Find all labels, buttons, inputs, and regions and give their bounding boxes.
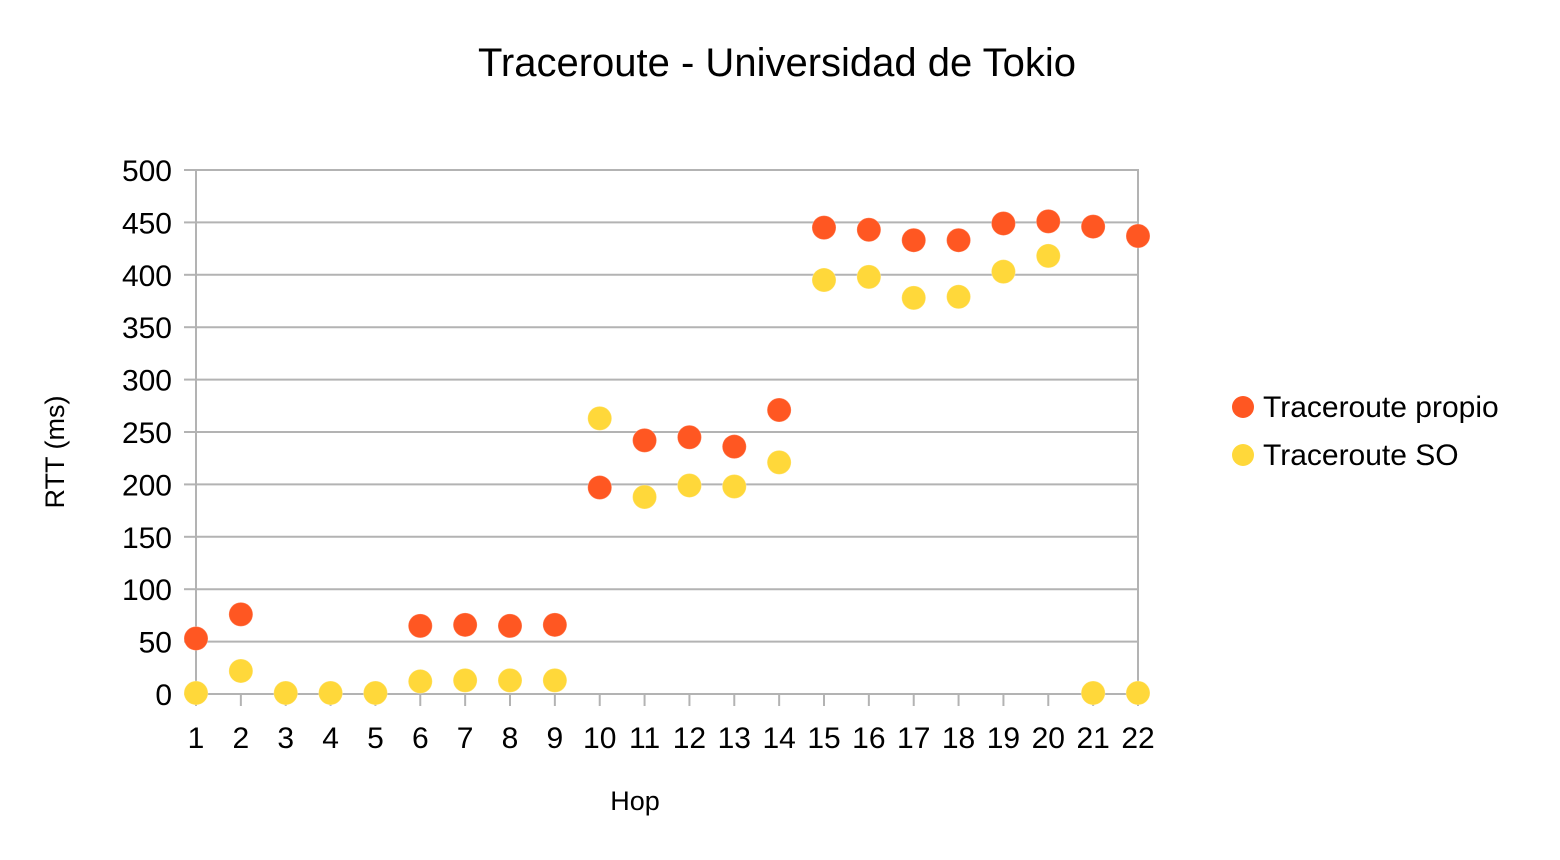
data-point [587, 475, 613, 501]
data-point [721, 473, 747, 499]
data-point [273, 680, 299, 706]
x-tick-label: 13 [718, 722, 751, 755]
data-point [183, 680, 209, 706]
x-tick-label: 2 [233, 722, 250, 755]
x-tick-label: 17 [897, 722, 930, 755]
y-tick-label: 50 [139, 627, 172, 660]
data-point [676, 472, 702, 498]
data-point [990, 210, 1016, 236]
legend-marker [1232, 444, 1254, 466]
y-tick-label: 350 [122, 312, 172, 345]
y-axis-label: RTT (ms) [40, 396, 70, 509]
data-point [856, 264, 882, 290]
y-tick-label: 100 [122, 574, 172, 607]
y-tick-label: 300 [122, 365, 172, 398]
x-tick-label: 3 [277, 722, 294, 755]
y-tick-label: 500 [122, 155, 172, 188]
data-point [542, 612, 568, 638]
legend-marker [1232, 396, 1254, 418]
data-point [1035, 208, 1061, 234]
data-point [183, 625, 209, 651]
data-point [1125, 680, 1151, 706]
data-point [811, 215, 837, 241]
series-traceroute-so [183, 243, 1151, 706]
data-point [452, 612, 478, 638]
data-point [497, 667, 523, 693]
data-point [946, 227, 972, 253]
data-point [497, 613, 523, 639]
y-axis-ticks: 0 50 100 150 200 250 300 350 400 450 500 [122, 155, 196, 712]
data-point [811, 267, 837, 293]
grid-lines [196, 169, 1138, 695]
data-point [721, 434, 747, 460]
data-point [901, 285, 927, 311]
x-tick-label: 10 [583, 722, 616, 755]
data-point [1125, 223, 1151, 249]
x-tick-label: 6 [412, 722, 429, 755]
data-point [632, 427, 658, 453]
legend-entry: Traceroute propio [1263, 391, 1499, 424]
x-tick-label: 9 [547, 722, 564, 755]
x-tick-label: 18 [942, 722, 975, 755]
x-axis-ticks: 1 2 3 4 5 6 7 8 9 10 11 12 13 14 15 16 17 18 19 20 21 22 [188, 694, 1155, 755]
data-point [228, 601, 254, 627]
chart-title: Traceroute - Universidad de Tokio [478, 41, 1076, 85]
data-point [587, 405, 613, 431]
x-tick-label: 12 [673, 722, 706, 755]
x-tick-label: 8 [502, 722, 519, 755]
x-tick-label: 15 [807, 722, 840, 755]
legend-entry: Traceroute SO [1263, 439, 1459, 472]
x-tick-label: 14 [762, 722, 795, 755]
x-tick-label: 22 [1121, 722, 1154, 755]
x-tick-label: 16 [852, 722, 885, 755]
data-point [990, 259, 1016, 285]
data-point [1080, 680, 1106, 706]
data-point [228, 658, 254, 684]
data-point [1035, 243, 1061, 269]
y-tick-label: 400 [122, 260, 172, 293]
x-tick-label: 21 [1076, 722, 1109, 755]
y-tick-label: 200 [122, 469, 172, 502]
y-tick-label: 150 [122, 522, 172, 555]
data-point [407, 613, 433, 639]
data-point [1080, 214, 1106, 240]
data-point [407, 668, 433, 694]
x-tick-label: 1 [188, 722, 205, 755]
data-points [183, 208, 1151, 706]
data-point [452, 667, 478, 693]
x-tick-label: 11 [629, 722, 660, 755]
data-point [901, 227, 927, 253]
y-tick-label: 0 [155, 679, 172, 712]
data-point [856, 217, 882, 243]
x-axis-label: Hop [610, 786, 660, 816]
x-tick-label: 7 [457, 722, 474, 755]
data-point [946, 284, 972, 310]
x-tick-label: 19 [987, 722, 1020, 755]
data-point [542, 667, 568, 693]
data-point [632, 484, 658, 510]
data-point [676, 424, 702, 450]
data-point [318, 680, 344, 706]
x-tick-label: 20 [1032, 722, 1065, 755]
x-tick-label: 4 [322, 722, 339, 755]
data-point [766, 449, 792, 475]
y-tick-label: 250 [122, 417, 172, 450]
legend: Traceroute propio Traceroute SO [1232, 391, 1499, 472]
data-point [362, 680, 388, 706]
series-traceroute-propio [183, 208, 1151, 651]
x-tick-label: 5 [367, 722, 384, 755]
data-point [766, 397, 792, 423]
y-tick-label: 450 [122, 207, 172, 240]
